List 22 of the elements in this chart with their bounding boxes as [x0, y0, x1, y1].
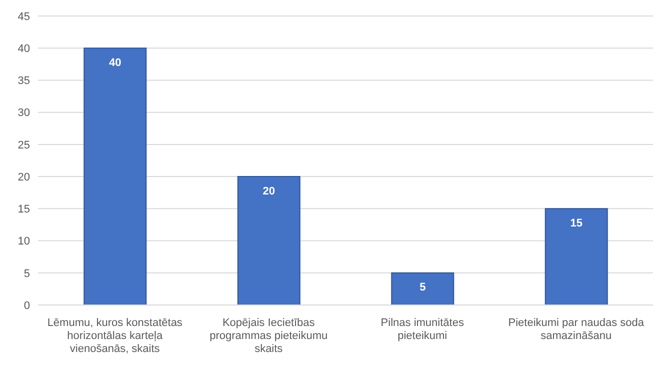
x-tick-label: Kopējais Iecietības programmas pieteikumu skaits — [210, 317, 328, 355]
y-tick-label: 5 — [24, 268, 30, 280]
y-tick-label: 20 — [18, 171, 30, 184]
x-tick-label: Pieteikumi par naudas soda samazināšanu — [508, 317, 645, 342]
y-tick-label: 10 — [18, 236, 30, 248]
x-tick-label: Pilnas imunitātes pieteikumi — [380, 317, 464, 342]
y-tick-label: 35 — [18, 75, 30, 88]
bar — [544, 208, 608, 305]
x-tick-label: Lēmumu, kuros konstatētas horizontālas karteļa vienošanās, skaits — [47, 317, 183, 355]
bar — [237, 176, 300, 305]
data-label: 20 — [262, 185, 275, 198]
bar — [391, 272, 454, 305]
y-tick-label: 40 — [18, 43, 30, 56]
data-label: 15 — [570, 217, 582, 230]
data-label: 5 — [420, 282, 426, 294]
data-label: 40 — [109, 56, 122, 69]
y-tick-label: 45 — [18, 10, 30, 23]
y-tick-label: 15 — [18, 204, 30, 216]
y-tick-label: 25 — [18, 139, 30, 152]
y-tick-label: 30 — [18, 107, 30, 120]
y-tick-label: 0 — [24, 300, 30, 312]
bar — [84, 48, 147, 305]
